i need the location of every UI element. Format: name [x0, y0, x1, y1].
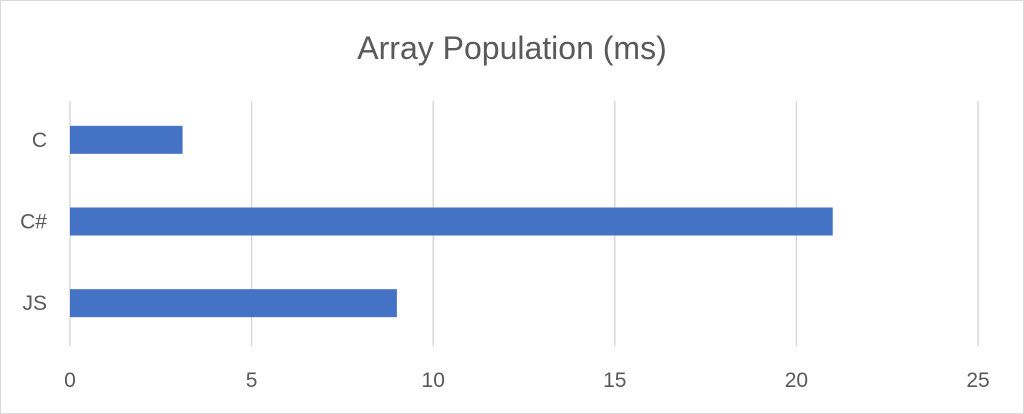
x-tick-label: 10	[422, 369, 445, 392]
x-tick-label: 5	[246, 369, 258, 392]
y-axis-category-labels: C C# JS	[20, 129, 47, 315]
bar-js	[70, 289, 397, 318]
x-tick-label: 0	[64, 369, 76, 392]
y-category-label: C	[32, 129, 47, 152]
x-tick-label: 25	[966, 369, 989, 392]
x-tick-label: 15	[603, 369, 626, 392]
x-tick-label: 20	[785, 369, 808, 392]
chart-title: Array Population (ms)	[357, 30, 666, 66]
bar-c	[70, 125, 183, 154]
x-axis-tick-labels: 0 5 10 15 20 25	[64, 369, 990, 392]
bars	[70, 125, 833, 318]
y-category-label: JS	[22, 292, 47, 315]
y-category-label: C#	[20, 211, 47, 234]
bar-c-sharp	[70, 207, 833, 236]
